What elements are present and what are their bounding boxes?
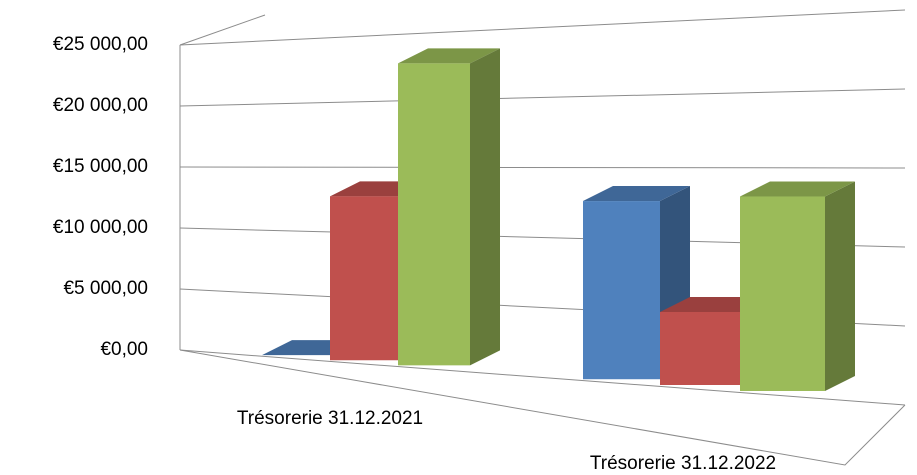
bar-front <box>398 63 470 366</box>
bar <box>398 48 500 366</box>
bar-side <box>470 48 500 366</box>
bar-top <box>398 48 500 64</box>
bar-front <box>660 312 740 385</box>
y-tick-label: €15 000,00 <box>53 156 148 177</box>
bar-front <box>740 196 825 391</box>
axis-line <box>179 14 266 46</box>
grid-line <box>179 88 906 107</box>
bar-front <box>583 201 660 380</box>
x-tick-label: Trésorerie 31.12.2022 <box>590 453 776 474</box>
grid-line <box>179 166 906 169</box>
bar-top <box>740 181 855 197</box>
bar <box>740 181 855 391</box>
grid-line <box>179 349 906 406</box>
bar-top <box>583 186 690 202</box>
y-tick-label: €10 000,00 <box>53 217 148 238</box>
grid-line <box>179 9 906 46</box>
bar-front <box>330 196 398 361</box>
floor-line <box>179 349 906 466</box>
y-tick-label: €25 000,00 <box>53 34 148 55</box>
y-tick-label: €20 000,00 <box>53 95 148 116</box>
x-tick-label: Trésorerie 31.12.2021 <box>237 408 423 429</box>
y-tick-label: €0,00 <box>100 339 148 360</box>
bar-side <box>825 181 855 391</box>
y-tick-label: €5 000,00 <box>63 278 148 299</box>
